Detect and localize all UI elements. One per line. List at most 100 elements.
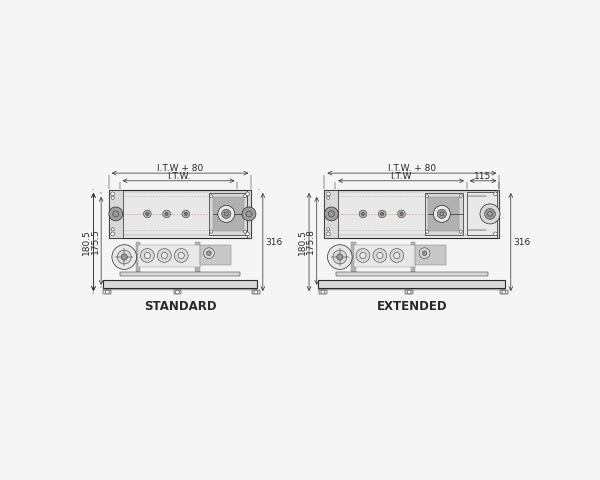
Text: 316: 316 xyxy=(265,238,283,247)
Bar xyxy=(336,273,488,276)
Circle shape xyxy=(111,196,114,199)
Circle shape xyxy=(459,195,462,198)
Circle shape xyxy=(109,207,122,221)
Circle shape xyxy=(422,251,427,255)
Text: I.T.W. + 80: I.T.W. + 80 xyxy=(388,164,436,173)
Circle shape xyxy=(373,249,387,263)
Bar xyxy=(467,192,499,236)
Circle shape xyxy=(485,208,496,219)
Bar xyxy=(109,190,251,238)
Circle shape xyxy=(419,248,430,259)
Circle shape xyxy=(502,290,506,294)
Circle shape xyxy=(163,210,170,218)
Circle shape xyxy=(394,252,400,259)
Circle shape xyxy=(440,212,444,216)
Bar xyxy=(109,190,122,238)
Circle shape xyxy=(480,204,500,224)
Circle shape xyxy=(337,254,343,260)
Circle shape xyxy=(379,210,386,218)
Circle shape xyxy=(488,212,493,216)
Bar xyxy=(497,190,499,238)
Circle shape xyxy=(140,249,154,263)
Circle shape xyxy=(433,205,451,222)
Circle shape xyxy=(321,290,325,294)
Circle shape xyxy=(328,245,352,269)
Circle shape xyxy=(327,228,330,231)
Bar xyxy=(195,241,200,273)
Bar xyxy=(319,290,327,294)
Circle shape xyxy=(184,212,187,216)
Circle shape xyxy=(218,205,235,222)
Circle shape xyxy=(326,192,330,196)
Bar xyxy=(428,197,459,231)
Circle shape xyxy=(242,207,256,221)
Circle shape xyxy=(254,290,258,294)
Circle shape xyxy=(327,196,330,199)
Circle shape xyxy=(398,210,405,218)
Circle shape xyxy=(111,192,115,196)
Circle shape xyxy=(112,245,137,269)
Circle shape xyxy=(380,212,384,216)
Bar xyxy=(121,273,240,276)
Text: 180.5: 180.5 xyxy=(82,229,91,255)
Bar xyxy=(209,193,247,235)
Text: 175.8: 175.8 xyxy=(306,228,315,254)
Bar xyxy=(318,288,505,290)
Circle shape xyxy=(333,250,347,264)
Circle shape xyxy=(121,254,127,260)
Circle shape xyxy=(178,252,184,259)
Bar xyxy=(415,245,446,265)
Circle shape xyxy=(361,212,364,216)
Circle shape xyxy=(182,210,190,218)
Text: 316: 316 xyxy=(513,238,530,247)
Circle shape xyxy=(161,252,167,259)
Circle shape xyxy=(425,230,428,233)
Circle shape xyxy=(144,252,151,259)
Circle shape xyxy=(146,212,149,216)
Circle shape xyxy=(244,230,247,233)
Bar xyxy=(325,190,338,238)
Circle shape xyxy=(328,211,334,217)
Circle shape xyxy=(425,195,428,198)
Circle shape xyxy=(390,249,404,263)
Circle shape xyxy=(246,211,252,217)
Circle shape xyxy=(326,232,330,236)
Circle shape xyxy=(359,210,367,218)
Circle shape xyxy=(493,192,497,196)
Circle shape xyxy=(245,232,250,236)
Circle shape xyxy=(106,290,109,294)
Circle shape xyxy=(224,212,228,216)
Bar xyxy=(173,290,181,294)
Circle shape xyxy=(111,232,115,236)
Text: I.T.W.: I.T.W. xyxy=(167,172,190,180)
Circle shape xyxy=(400,212,403,216)
Circle shape xyxy=(175,290,179,294)
Circle shape xyxy=(210,230,213,233)
Text: STANDARD: STANDARD xyxy=(144,300,217,313)
Text: 180.5: 180.5 xyxy=(298,229,307,255)
Circle shape xyxy=(437,209,446,218)
Bar xyxy=(410,241,415,273)
Bar xyxy=(500,290,508,294)
Circle shape xyxy=(356,249,370,263)
Circle shape xyxy=(360,252,366,259)
Circle shape xyxy=(325,207,338,221)
Text: I.T.W + 80: I.T.W + 80 xyxy=(157,164,203,173)
Bar xyxy=(103,290,111,294)
Circle shape xyxy=(245,192,250,196)
Text: EXTENDED: EXTENDED xyxy=(377,300,447,313)
Bar xyxy=(200,245,230,265)
Circle shape xyxy=(493,232,497,236)
Bar xyxy=(327,192,497,236)
Circle shape xyxy=(157,249,171,263)
Bar xyxy=(318,280,505,288)
Circle shape xyxy=(459,230,462,233)
Bar xyxy=(213,197,244,231)
Circle shape xyxy=(221,209,231,218)
Text: 115: 115 xyxy=(475,172,491,180)
Bar xyxy=(425,193,463,235)
Circle shape xyxy=(210,195,213,198)
Circle shape xyxy=(111,228,114,231)
Bar xyxy=(103,280,257,288)
Text: I.T.W: I.T.W xyxy=(391,172,412,180)
